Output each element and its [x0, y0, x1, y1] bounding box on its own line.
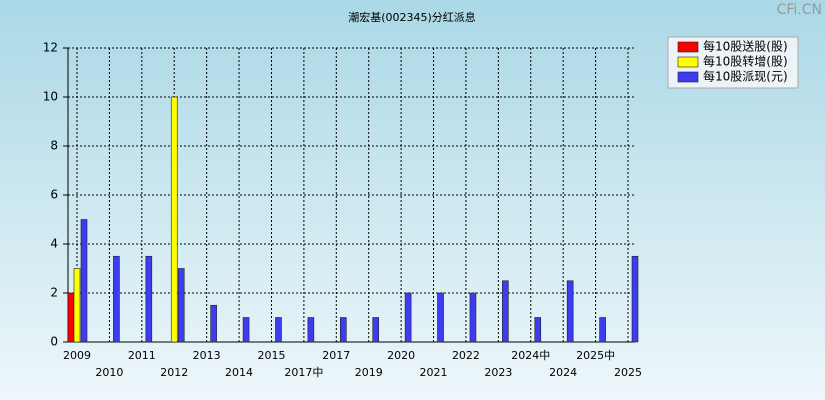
- x-tick-label: 2021: [420, 366, 448, 379]
- bar: [566, 280, 574, 343]
- y-tick-label: 2: [50, 286, 58, 300]
- bar: [502, 280, 509, 343]
- bar: [372, 317, 380, 343]
- x-tick-label: 2025中: [576, 349, 615, 362]
- y-tick-label: 12: [43, 41, 58, 55]
- x-tick-label: 2017中: [284, 366, 323, 379]
- bar: [177, 268, 185, 343]
- legend-swatch: [677, 71, 699, 83]
- bar: [404, 292, 412, 343]
- x-tick-label: 2014: [225, 366, 253, 379]
- x-tick-label: 2009: [63, 349, 91, 362]
- watermark: CFi.CN: [777, 2, 822, 18]
- x-tick-label: 2024: [549, 366, 577, 379]
- x-tick-label: 2022: [452, 349, 480, 362]
- bar: [145, 255, 153, 343]
- x-tick-label: 2012: [160, 366, 188, 379]
- x-tick-label: 2011: [128, 349, 156, 362]
- y-tick-label: 8: [50, 139, 58, 153]
- x-tick-label: 2020: [387, 349, 415, 362]
- bar: [80, 219, 88, 343]
- legend-label: 每10股派现(元): [703, 69, 788, 84]
- bar: [307, 317, 315, 343]
- x-tick-label: 2013: [193, 349, 221, 362]
- bar: [631, 255, 639, 343]
- bar: [534, 317, 542, 343]
- y-tick-label: 4: [50, 237, 58, 251]
- bar: [242, 317, 250, 343]
- y-tick-label: 6: [50, 188, 58, 202]
- x-tick-label: 2024中: [511, 349, 550, 362]
- legend-swatch: [677, 56, 699, 68]
- bar: [275, 317, 282, 343]
- bar: [599, 317, 606, 343]
- bar: [339, 317, 347, 343]
- legend-label: 每10股转增(股): [703, 54, 788, 69]
- bar: [67, 292, 75, 343]
- y-tick-label: 0: [50, 335, 58, 349]
- bar: [469, 292, 477, 343]
- legend-label: 每10股送股(股): [703, 39, 788, 54]
- chart-title: 潮宏基(002345)分红派息: [348, 10, 476, 24]
- y-tick-label: 10: [43, 90, 58, 104]
- legend-swatch: [677, 41, 699, 53]
- bar: [170, 96, 178, 343]
- x-tick-label: 2019: [355, 366, 383, 379]
- bar: [73, 268, 81, 343]
- bar: [437, 292, 444, 343]
- x-tick-label: 2017: [322, 349, 350, 362]
- bar: [210, 304, 217, 343]
- x-tick-label: 2010: [95, 366, 123, 379]
- x-tick-label: 2025: [614, 366, 642, 379]
- x-tick-label: 2015: [257, 349, 285, 362]
- x-tick-label: 2023: [484, 366, 512, 379]
- bar: [113, 255, 120, 343]
